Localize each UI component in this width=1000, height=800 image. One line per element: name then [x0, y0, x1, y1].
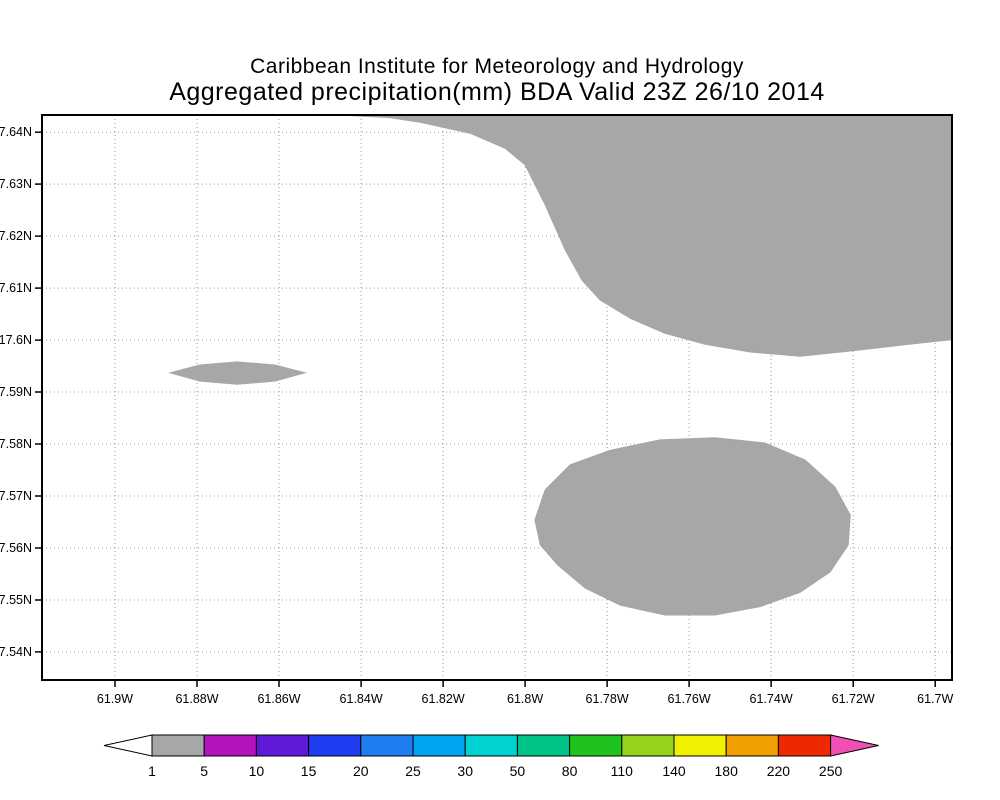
y-axis-label: 7.62N — [0, 229, 32, 243]
x-axis-label: 61.78W — [586, 692, 629, 706]
y-axis-label: 7.55N — [0, 593, 32, 607]
precip-region-northeast — [340, 114, 953, 357]
colorbar-label: 15 — [301, 763, 317, 779]
colorbar-right-arrow — [830, 734, 879, 757]
y-axis-label: 7.57N — [0, 489, 32, 503]
x-axis-label: 61.8W — [507, 692, 543, 706]
x-axis-label: 61.82W — [422, 692, 465, 706]
colorbar-label: 1 — [148, 763, 156, 779]
colorbar-segment — [255, 734, 310, 757]
colorbar-label: 30 — [457, 763, 473, 779]
colorbar-left-arrow — [103, 734, 153, 757]
y-axis-label: 17.6N — [0, 333, 32, 347]
x-axis-label: 61.86W — [257, 692, 300, 706]
y-axis-label: 7.64N — [0, 125, 32, 139]
colorbar-segment — [308, 734, 362, 757]
x-axis-label: 61.74W — [750, 692, 793, 706]
colorbar-segment — [412, 734, 466, 757]
colorbar-segment — [464, 734, 518, 757]
colorbar-label: 110 — [611, 763, 634, 779]
y-axis-label: 7.61N — [0, 281, 32, 295]
colorbar-label: 220 — [767, 763, 791, 779]
colorbar-label: 5 — [200, 763, 208, 779]
x-axis-label: 61.7W — [917, 692, 953, 706]
colorbar-label: 50 — [510, 763, 526, 779]
colorbar-segment — [777, 734, 832, 757]
map-title-institution: Caribbean Institute for Meteorology and … — [250, 55, 744, 78]
x-axis-label: 61.76W — [668, 692, 711, 706]
colorbar-segment — [203, 734, 257, 757]
colorbar-segment — [621, 734, 675, 757]
x-axis-label: 61.72W — [832, 692, 875, 706]
map-border — [41, 114, 953, 681]
colorbar-segment — [673, 734, 727, 757]
colorbar-label: 80 — [562, 763, 578, 779]
y-axis-label: 7.54N — [0, 645, 32, 659]
colorbar-label: 25 — [405, 763, 421, 779]
y-axis-label: 7.56N — [0, 541, 32, 555]
map-title-main: Aggregated precipitation(mm) BDA Valid 2… — [169, 78, 825, 106]
precip-region-lens-west — [167, 361, 307, 385]
colorbar-segment — [151, 734, 205, 757]
x-axis-label: 61.84W — [340, 692, 383, 706]
x-axis-label: 61.88W — [175, 692, 218, 706]
precip-region-south-central — [534, 437, 851, 616]
colorbar-segment — [725, 734, 779, 757]
colorbar-label: 20 — [353, 763, 369, 779]
colorbar-segment — [569, 734, 623, 757]
colorbar-segment — [360, 734, 414, 757]
y-axis-label: 7.63N — [0, 177, 32, 191]
y-axis-label: 7.58N — [0, 437, 32, 451]
colorbar-label: 180 — [715, 763, 739, 779]
y-axis-label: 7.59N — [0, 385, 32, 399]
x-axis-label: 61.9W — [97, 692, 133, 706]
colorbar-label: 140 — [662, 763, 686, 779]
colorbar-label: 10 — [249, 763, 265, 779]
colorbar-segment — [516, 734, 571, 757]
colorbar-label: 250 — [819, 763, 843, 779]
